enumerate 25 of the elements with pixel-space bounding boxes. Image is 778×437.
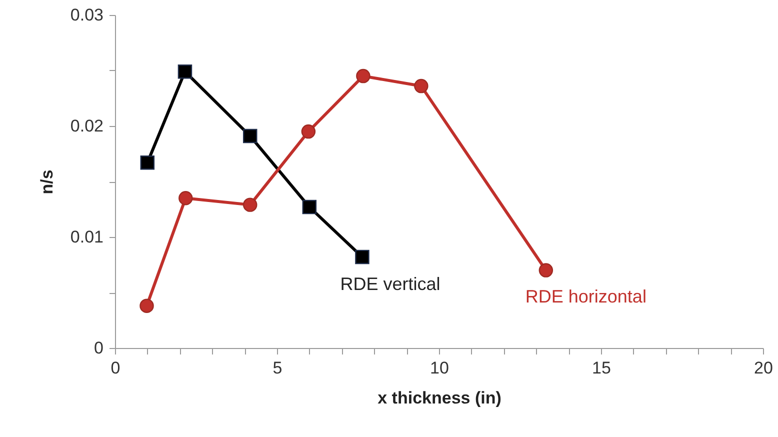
y-tick-label: 0.02 [70, 116, 104, 136]
series-label: RDE horizontal [525, 286, 646, 306]
point [178, 191, 193, 206]
point [355, 250, 370, 264]
point [178, 64, 192, 79]
point [538, 263, 554, 278]
x-axis-title: x thickness (in) [378, 388, 502, 408]
series-label: RDE vertical [340, 274, 440, 294]
point [302, 200, 317, 214]
x-tick-label: 10 [430, 358, 449, 378]
x-tick-label: 0 [110, 358, 120, 378]
x-tick-label: 5 [272, 358, 282, 378]
y-tick-label: 0.03 [70, 6, 104, 24]
point [301, 124, 316, 139]
x-tick-label: 20 [754, 358, 773, 378]
y-tick-label: 0 [94, 338, 104, 358]
point [356, 68, 370, 84]
point [242, 128, 258, 144]
y-tick-label: 0.01 [70, 228, 104, 246]
point [140, 298, 154, 313]
y-axis-title: n/s [37, 170, 56, 194]
point [414, 78, 428, 94]
point [140, 156, 155, 170]
point [242, 198, 258, 212]
x-tick-label: 15 [592, 358, 611, 378]
